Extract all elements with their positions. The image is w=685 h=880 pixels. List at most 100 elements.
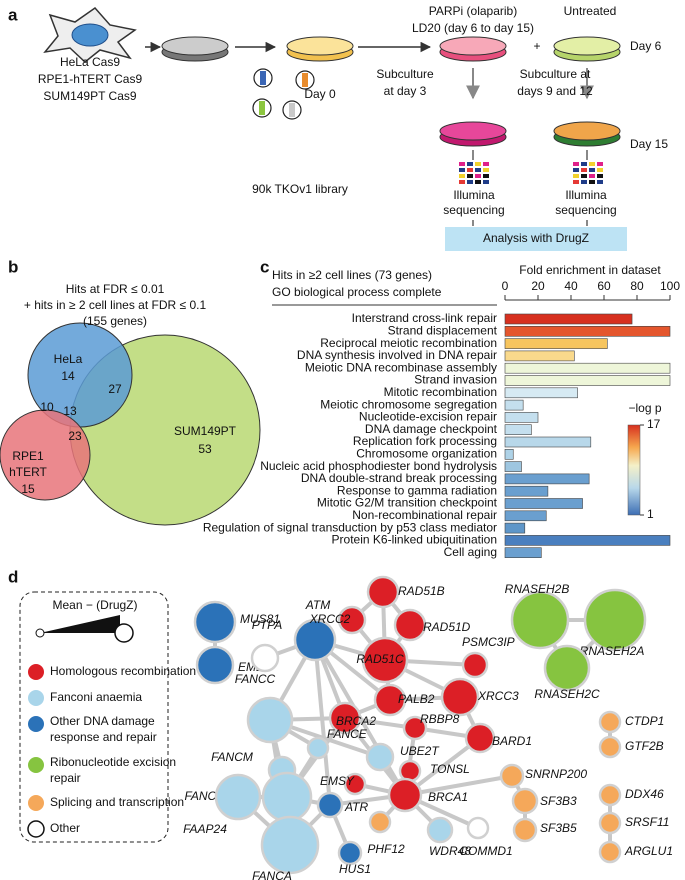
bar — [504, 485, 549, 497]
cell-line: RPE1-hTERT Cas9 — [38, 72, 143, 86]
category-label: Meiotic DNA recombinase assembly — [305, 360, 497, 374]
category-label: Meiotic chromosome segregation — [320, 397, 497, 411]
panel-a-art — [43, 7, 627, 251]
label: Analysis with DrugZ — [483, 231, 589, 245]
category-label: DNA double-strand break processing — [301, 471, 497, 485]
category-label: Mitotic G2/M transition checkpoint — [317, 496, 498, 510]
node — [393, 608, 427, 642]
label: RPE1 — [12, 449, 44, 463]
legend-label: response and repair — [50, 730, 157, 744]
label: Day 0 — [304, 87, 336, 101]
label: + hits in ≥ 2 cell lines at FDR ≤ 0.1 — [24, 298, 207, 312]
bar — [504, 375, 671, 386]
bar — [504, 510, 547, 522]
node — [328, 701, 362, 735]
node-label: TONSL — [430, 762, 470, 776]
x-tick-label: 40 — [564, 279, 578, 293]
node-label: EMSY — [320, 774, 355, 788]
label: at day 3 — [384, 84, 427, 98]
category-label: DNA damage checkpoint — [365, 422, 498, 436]
bar — [504, 424, 532, 436]
label: Day 15 — [630, 137, 668, 151]
cell-line: SUM149PT Cas9 — [43, 89, 136, 103]
node-label: CTDP1 — [625, 714, 664, 728]
node — [387, 777, 423, 813]
x-tick-label: 60 — [597, 279, 611, 293]
category-label: Nucleic acid phosphodiester bond hydroly… — [260, 459, 497, 473]
label: + — [533, 39, 540, 53]
node-label: PSMC3IP — [462, 635, 515, 649]
bar — [504, 313, 633, 325]
node-label: COMMD1 — [459, 844, 512, 858]
node-label: DDX46 — [625, 787, 664, 801]
legend-swatch — [28, 716, 44, 732]
x-tick-label: 20 — [531, 279, 545, 293]
legend-label: Other — [50, 821, 80, 835]
legend-swatch — [27, 820, 45, 838]
node-label: ATR — [344, 800, 368, 814]
venn — [0, 322, 261, 526]
label: sequencing — [555, 203, 616, 217]
node — [464, 722, 496, 754]
x-tick-label: 100 — [660, 279, 680, 293]
node — [426, 816, 454, 844]
panel-label: c — [260, 257, 269, 276]
category-label: Strand displacement — [388, 323, 498, 337]
legend-label: Other DNA damage — [50, 714, 155, 728]
category-label: Protein K6-linked ubiquitination — [332, 533, 497, 547]
legend-label: repair — [50, 771, 81, 785]
panel-label: b — [8, 257, 18, 276]
x-tick-label: 80 — [630, 279, 644, 293]
label: 15 — [21, 482, 35, 496]
node — [583, 588, 647, 652]
category-label: Non-recombinational repair — [352, 508, 497, 522]
category-label: Chromosome organization — [356, 446, 497, 460]
legend-label: Ribonucleotide excision — [50, 755, 176, 769]
node — [512, 817, 538, 843]
label: LD20 (day 6 to day 15) — [412, 21, 534, 35]
label: sequencing — [443, 203, 504, 217]
colorbar — [627, 424, 641, 516]
node-label: RNASEH2A — [580, 644, 645, 658]
legend-box — [19, 591, 169, 843]
label: Illumina — [565, 188, 607, 202]
node — [598, 811, 622, 835]
node-label: BRCA1 — [428, 790, 468, 804]
label: Hits at FDR ≤ 0.01 — [66, 282, 165, 296]
node — [337, 605, 367, 635]
label: 53 — [198, 442, 212, 456]
node — [510, 590, 570, 650]
axis-title: Fold enrichment in dataset — [519, 263, 661, 277]
legend-label: Homologous recombination — [50, 664, 196, 678]
node — [368, 810, 392, 834]
node — [366, 575, 400, 609]
label: Subculture at — [520, 67, 591, 81]
node-label: FANCM — [211, 750, 253, 764]
node — [543, 644, 591, 692]
bar — [504, 547, 542, 559]
node — [461, 651, 489, 679]
node — [306, 736, 330, 760]
node — [316, 791, 344, 819]
node-label: SF3B5 — [540, 821, 577, 835]
node — [293, 618, 337, 662]
node-label: HUS1 — [339, 862, 371, 876]
category-label: Mitotic recombination — [384, 385, 497, 399]
node — [402, 715, 428, 741]
node — [598, 783, 622, 807]
node-label: UBE2T — [400, 744, 440, 758]
label: 14 — [61, 369, 75, 383]
node — [598, 840, 622, 864]
node — [365, 742, 395, 772]
node — [193, 600, 237, 644]
bar — [504, 387, 578, 399]
bar — [504, 412, 539, 423]
bar — [504, 399, 524, 411]
node-label: FAAP24 — [183, 822, 227, 836]
category-label: Nucleotide-excision repair — [359, 410, 497, 424]
node-label: ARGLU1 — [624, 844, 673, 858]
label: SUM149PT — [174, 424, 237, 438]
label: 10 — [40, 400, 54, 414]
colorbar-tick-label: 17 — [647, 417, 661, 431]
node-label: XRCC2 — [309, 612, 351, 626]
